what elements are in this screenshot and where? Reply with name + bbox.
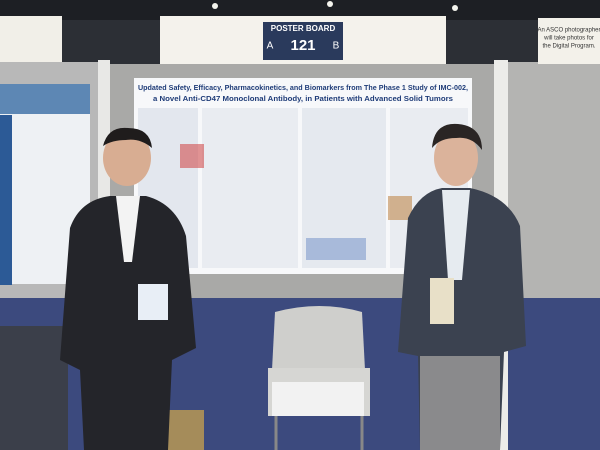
notice-line: the Digital Program. [542, 44, 595, 50]
person-suit [60, 196, 196, 450]
person-head [434, 130, 478, 186]
neighbor-poster-stripe [0, 115, 12, 285]
sign-number: 121 [290, 37, 315, 54]
ceiling-dark [0, 0, 600, 20]
person-shirt [442, 190, 470, 280]
poster-figure [306, 238, 366, 260]
person-head [103, 130, 151, 186]
neighbor-poster-header [0, 84, 90, 114]
ceiling-light [327, 1, 333, 7]
sign-side-b: B [333, 41, 340, 52]
notice-line: An ASCO photographer [537, 28, 600, 34]
notice-line: will take photos for [543, 36, 594, 42]
sign-side-a: A [267, 41, 274, 52]
poster-title-line: a Novel Anti-CD47 Monoclonal Antibody, i… [153, 94, 453, 103]
sign-number-plate [263, 22, 343, 60]
poster-title-line: Updated Safety, Efficacy, Pharmacokineti… [138, 83, 468, 92]
papers [272, 382, 364, 416]
jacket-on-chair [0, 326, 68, 450]
right-board [508, 62, 600, 298]
person-trousers [420, 356, 500, 450]
notice-text: An ASCO photographer will take photos for… [537, 28, 600, 50]
poster-figure [388, 196, 412, 220]
chair-back [272, 306, 365, 370]
person-hair [432, 123, 482, 150]
person-hair [103, 127, 152, 148]
ceiling-light [452, 5, 458, 11]
poster-column [202, 108, 298, 268]
badge [430, 278, 454, 324]
sign-label: POSTER BOARD [271, 24, 336, 33]
ceiling-light [212, 3, 218, 9]
notice-sign-right [538, 18, 600, 64]
notice-sign-left [0, 16, 62, 62]
poster-title: Updated Safety, Efficacy, Pharmacokineti… [138, 83, 468, 103]
poster-figure [180, 144, 204, 168]
person-shirt [116, 196, 140, 262]
badge [138, 284, 168, 320]
